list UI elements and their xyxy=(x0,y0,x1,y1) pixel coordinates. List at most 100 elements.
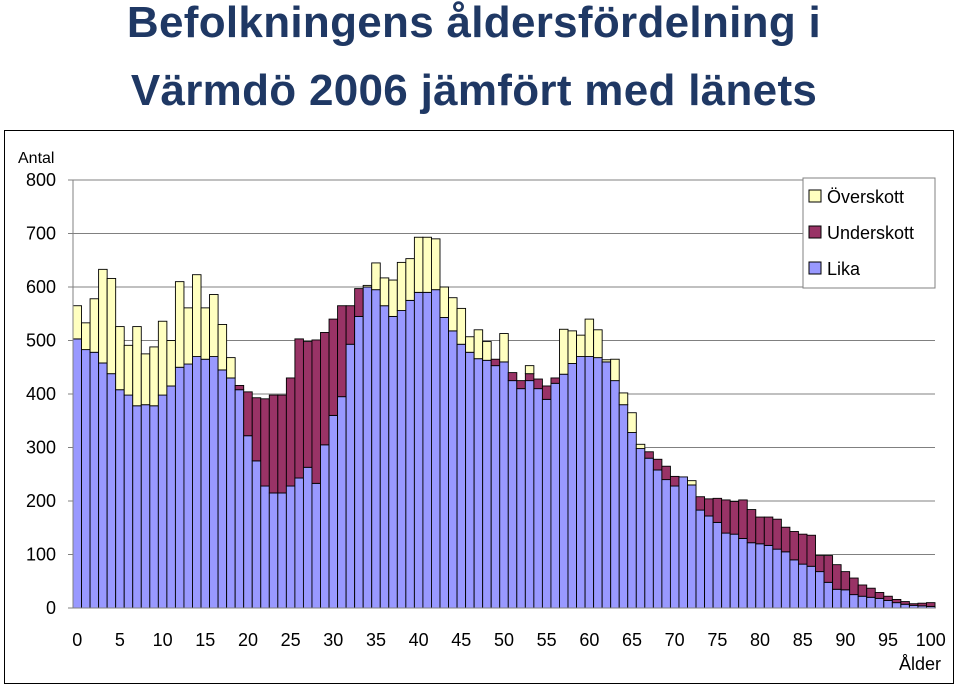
bar-segment-lika xyxy=(712,521,723,609)
x-tick-label: 35 xyxy=(366,630,386,650)
bar-segment-underskott xyxy=(524,373,535,382)
y-tick-label: 0 xyxy=(46,598,56,618)
x-tick-label: 100 xyxy=(916,630,946,650)
bar-segment-verskott xyxy=(157,320,168,396)
bar-segment-verskott xyxy=(422,236,432,293)
legend: Överskott Underskott Lika xyxy=(802,177,936,289)
bar-segment-underskott xyxy=(285,377,296,487)
x-tick-label: 55 xyxy=(537,630,557,650)
bar-segment-lika xyxy=(388,315,398,609)
y-tick-label: 500 xyxy=(26,331,56,351)
bar-segment-underskott xyxy=(345,305,356,345)
bar-segment-lika xyxy=(806,565,816,609)
bar-segment-lika xyxy=(883,600,893,609)
x-tick-label: 95 xyxy=(878,630,898,650)
bar-segment-underskott xyxy=(883,595,893,601)
bar-segment-underskott xyxy=(251,397,262,462)
y-tick-label: 600 xyxy=(26,277,56,297)
bar-segment-underskott xyxy=(704,498,714,517)
bar-segment-lika xyxy=(234,389,245,609)
x-tick-label: 30 xyxy=(323,630,343,650)
bar-segment-lika xyxy=(268,492,279,609)
chart-title-line1: Befolkningens åldersfördelning i xyxy=(126,0,822,47)
bar-segment-underskott xyxy=(695,496,706,511)
bar-segment-lika xyxy=(695,509,706,609)
bar-segment-underskott xyxy=(917,602,927,607)
bar-segment-verskott xyxy=(431,238,441,291)
bar-segment-lika xyxy=(345,343,356,609)
bar-segment-verskott xyxy=(465,336,475,353)
bar-segment-lika xyxy=(635,448,646,609)
bar-segment-underskott xyxy=(243,391,253,437)
x-tick-label: 5 xyxy=(115,630,125,650)
legend-swatch xyxy=(808,261,822,275)
bar-segment-underskott xyxy=(721,499,731,534)
bar-segment-underskott xyxy=(857,584,868,597)
bar-segment-underskott xyxy=(849,577,859,596)
bar-segment-verskott xyxy=(362,284,373,288)
bar-segment-lika xyxy=(98,362,108,609)
bar-segment-lika xyxy=(413,291,424,609)
bar-segment-lika xyxy=(601,361,612,609)
bar-segment-lika xyxy=(379,305,390,609)
bar-segment-lika xyxy=(456,343,467,609)
bar-segment-lika xyxy=(559,373,569,609)
bar-segment-lika xyxy=(533,388,543,609)
bar-segment-lika xyxy=(857,595,868,609)
bar-segment-verskott xyxy=(72,305,82,340)
x-tick-label: 10 xyxy=(153,630,173,650)
bar-segment-lika xyxy=(285,485,296,609)
bar-segment-lika xyxy=(337,396,347,609)
bar-segment-lika xyxy=(277,492,287,609)
bar-segment-verskott xyxy=(635,443,646,450)
bar-segment-underskott xyxy=(328,318,339,416)
bar-segment-lika xyxy=(704,515,714,609)
bar-segment-verskott xyxy=(226,357,236,379)
bar-segment-verskott xyxy=(413,236,424,293)
bar-segment-lika xyxy=(448,330,458,609)
legend-swatch xyxy=(808,189,822,203)
bar-segment-verskott xyxy=(217,324,228,371)
bar-segment-underskott xyxy=(746,509,757,544)
bar-segment-lika xyxy=(618,404,629,609)
bar-segment-verskott xyxy=(388,279,398,317)
bar-segment-lika xyxy=(362,286,373,609)
y-tick-label: 100 xyxy=(26,545,56,565)
bar-segment-lika xyxy=(396,310,407,609)
y-tick-label: 700 xyxy=(26,224,56,244)
bar-segment-verskott xyxy=(396,261,407,311)
bar-segment-lika xyxy=(687,484,697,609)
bar-segment-lika xyxy=(183,363,193,609)
bar-segment-underskott xyxy=(260,398,270,487)
y-tick-label: 200 xyxy=(26,491,56,511)
bar-segment-lika xyxy=(499,361,509,609)
bar-segment-lika xyxy=(627,432,637,609)
bar-segment-verskott xyxy=(610,358,620,382)
bar-segment-verskott xyxy=(98,268,108,364)
bar-segment-verskott xyxy=(473,329,484,360)
bar-segment-underskott xyxy=(823,555,834,583)
bar-segment-lika xyxy=(226,377,236,609)
bar-segment-underskott xyxy=(789,531,799,561)
bar-segment-lika xyxy=(140,404,151,609)
bar-segment-lika xyxy=(652,469,663,609)
bar-segment-lika xyxy=(849,594,859,609)
bar-segment-lika xyxy=(465,351,475,609)
bars xyxy=(72,236,936,609)
bar-segment-verskott xyxy=(687,480,697,486)
x-tick-label: 65 xyxy=(622,630,642,650)
bar-segment-verskott xyxy=(584,318,595,358)
bar-segment-verskott xyxy=(371,262,381,291)
bar-segment-lika xyxy=(260,485,270,609)
bar-segment-verskott xyxy=(140,353,151,406)
bar-segment-underskott xyxy=(840,571,851,591)
bar-segment-lika xyxy=(772,548,782,609)
bar-segment-verskott xyxy=(174,281,185,368)
bar-segment-lika xyxy=(149,405,159,609)
bar-segment-verskott xyxy=(379,277,390,307)
bar-segment-lika xyxy=(311,482,321,609)
bar-segment-lika xyxy=(72,338,82,609)
bar-segment-underskott xyxy=(926,602,936,607)
bar-segment-lika xyxy=(371,289,381,609)
bar-segment-verskott xyxy=(567,330,577,364)
